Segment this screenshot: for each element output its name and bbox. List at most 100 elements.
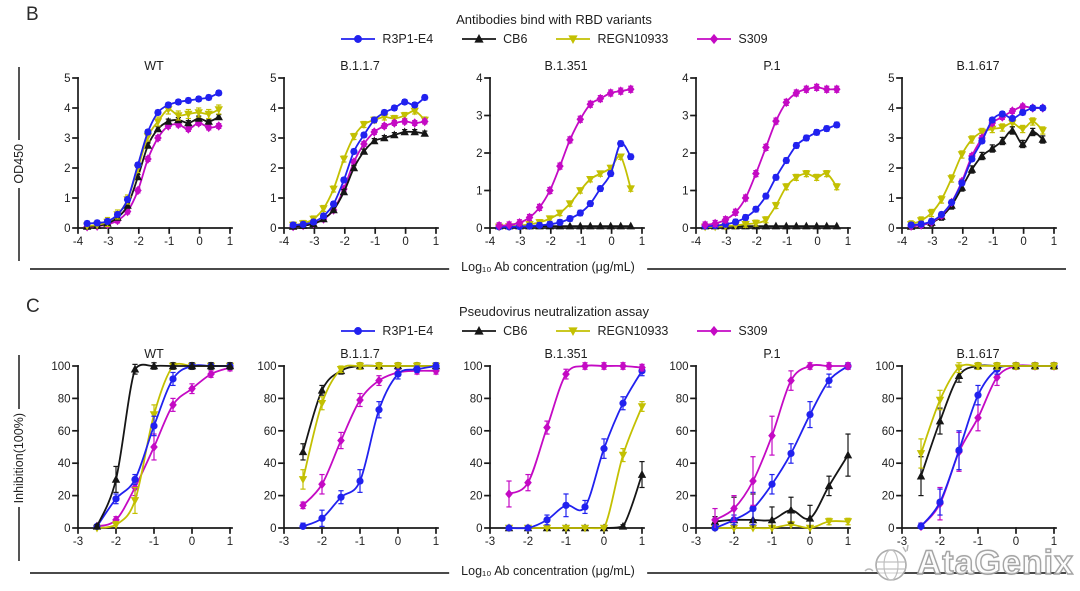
chart-panel-b-1-617: B.1.617 -4 -3 -2 -1 0 1 0 1 2 3 4 5 — [888, 59, 1057, 248]
svg-text:0: 0 — [395, 536, 401, 548]
axes — [278, 365, 439, 534]
chart-panel-wt: WT -4 -3 -2 -1 0 1 0 1 2 3 4 5 — [64, 59, 233, 248]
series-s309 — [495, 84, 635, 231]
series-cb6 — [92, 361, 235, 530]
chart-panel-b-1-1-7: B.1.1.7 -4 -3 -2 -1 0 1 0 1 2 3 4 5 — [270, 59, 439, 248]
svg-text:3: 3 — [682, 111, 688, 123]
svg-text:5: 5 — [888, 73, 894, 85]
svg-text:5: 5 — [270, 73, 276, 85]
svg-text:20: 20 — [882, 491, 895, 503]
svg-text:0: 0 — [682, 523, 688, 535]
svg-text:40: 40 — [882, 458, 895, 470]
svg-text:-4: -4 — [897, 236, 908, 248]
svg-text:-2: -2 — [729, 536, 739, 548]
svg-text:100: 100 — [669, 361, 688, 373]
svg-text:-1: -1 — [561, 536, 571, 548]
svg-text:3: 3 — [888, 133, 894, 145]
svg-text:P.1: P.1 — [763, 59, 780, 73]
svg-text:WT: WT — [144, 59, 164, 73]
series-r3p1-e4 — [299, 362, 440, 530]
svg-text:80: 80 — [676, 393, 689, 405]
svg-text:3: 3 — [64, 133, 70, 145]
svg-text:-4: -4 — [73, 236, 84, 248]
svg-text:-3: -3 — [279, 536, 289, 548]
circle-icon — [341, 327, 376, 335]
watermark-text: AtaGenix — [916, 543, 1074, 582]
svg-text:60: 60 — [58, 426, 71, 438]
diamond-icon — [697, 33, 732, 45]
svg-text:80: 80 — [264, 393, 277, 405]
svg-text:2: 2 — [682, 148, 688, 160]
svg-text:80: 80 — [470, 393, 483, 405]
svg-text:P.1: P.1 — [763, 347, 780, 361]
svg-text:-4: -4 — [691, 236, 702, 248]
series-s309 — [711, 361, 852, 528]
svg-text:-1: -1 — [576, 236, 586, 248]
svg-text:1: 1 — [476, 186, 482, 198]
panel-letter-b: B — [26, 4, 39, 25]
axes — [896, 77, 1057, 234]
y-label-text: Inhibition(100%) — [12, 412, 26, 504]
svg-text:B.1.351: B.1.351 — [544, 347, 587, 361]
svg-text:3: 3 — [476, 111, 482, 123]
svg-text:0: 0 — [196, 236, 202, 248]
series-s309 — [907, 101, 1047, 231]
svg-text:20: 20 — [58, 491, 71, 503]
svg-text:2: 2 — [476, 148, 482, 160]
svg-text:-2: -2 — [317, 536, 327, 548]
svg-text:0: 0 — [1013, 536, 1019, 548]
svg-text:0: 0 — [270, 223, 276, 235]
svg-text:-2: -2 — [523, 536, 533, 548]
svg-text:B.1.617: B.1.617 — [956, 347, 999, 361]
svg-text:-3: -3 — [927, 236, 937, 248]
svg-text:40: 40 — [676, 458, 689, 470]
svg-text:-1: -1 — [370, 236, 380, 248]
section-binding-assay: B Antibodies bind with RBD variants R3P1… — [0, 0, 1080, 292]
series-s309 — [299, 366, 440, 511]
svg-text:40: 40 — [58, 458, 71, 470]
chart-panel-b-1-351: B.1.351 -4 -3 -2 -1 0 1 0 1 2 3 4 — [476, 59, 645, 248]
series-cb6 — [906, 126, 1047, 230]
svg-text:1: 1 — [682, 186, 688, 198]
svg-text:-1: -1 — [149, 536, 159, 548]
svg-text:0: 0 — [1020, 236, 1026, 248]
legend-label: CB6 — [503, 324, 528, 338]
svg-text:-3: -3 — [721, 236, 731, 248]
axes — [278, 77, 439, 234]
svg-text:1: 1 — [433, 536, 439, 548]
svg-text:1: 1 — [227, 536, 233, 548]
svg-text:-2: -2 — [111, 536, 121, 548]
row-title-binding: Antibodies bind with RBD variants — [456, 12, 652, 27]
legend-label: R3P1-E4 — [382, 324, 434, 338]
svg-text:-3: -3 — [73, 536, 83, 548]
svg-text:3: 3 — [270, 133, 276, 145]
axes — [72, 77, 233, 234]
svg-text:-1: -1 — [988, 236, 998, 248]
triangle-down-icon — [556, 35, 591, 44]
svg-text:4: 4 — [64, 103, 71, 115]
series-r3p1-e4 — [917, 362, 1058, 530]
svg-text:0: 0 — [888, 223, 894, 235]
svg-text:0: 0 — [476, 223, 482, 235]
svg-text:WT: WT — [144, 347, 164, 361]
series-cb6 — [504, 460, 647, 532]
series-regn10933 — [298, 362, 441, 490]
series-cb6 — [916, 361, 1059, 497]
svg-text:-2: -2 — [752, 236, 762, 248]
svg-text:60: 60 — [264, 426, 277, 438]
legend-neutralization: R3P1-E4 CB6 REGN10933 S309 — [42, 324, 1066, 338]
svg-text:-1: -1 — [973, 536, 983, 548]
svg-text:100: 100 — [257, 361, 276, 373]
svg-text:B.1.1.7: B.1.1.7 — [340, 59, 380, 73]
svg-text:20: 20 — [676, 491, 689, 503]
x-axis-label-neutralization: Log₁₀ Ab concentration (μg/mL) — [30, 564, 1066, 582]
svg-text:2: 2 — [270, 163, 276, 175]
series-regn10933 — [504, 401, 647, 533]
diamond-icon — [697, 325, 732, 337]
y-axis-label-od450: OD450 — [10, 66, 28, 262]
svg-text:B.1.617: B.1.617 — [956, 59, 999, 73]
svg-text:1: 1 — [639, 536, 645, 548]
svg-text:-3: -3 — [691, 536, 701, 548]
